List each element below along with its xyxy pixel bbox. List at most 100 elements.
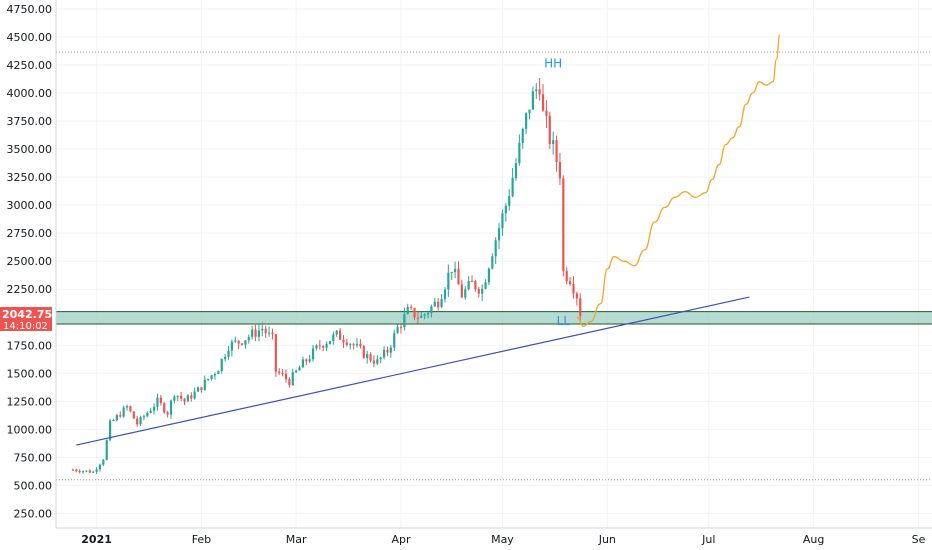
candle-body (420, 315, 423, 318)
candle-body (213, 373, 217, 376)
candle-body (291, 372, 294, 386)
candle-body (196, 387, 200, 392)
y-tick-label: 3000.00 (7, 199, 53, 212)
candle-body (521, 128, 524, 143)
candle-body (558, 162, 562, 179)
candle-body (278, 371, 281, 374)
candle-body (457, 268, 460, 285)
candle-body (399, 327, 403, 329)
candle-body (497, 228, 501, 241)
candle-body (410, 306, 413, 309)
candle-body (514, 163, 518, 178)
candle-body (528, 109, 531, 114)
candle-body (122, 407, 125, 417)
candle-body (491, 256, 494, 269)
candle-body (298, 367, 301, 371)
y-tick-label: 4250.00 (7, 59, 53, 72)
projection-curve[interactable] (576, 34, 781, 327)
candle-body (416, 317, 419, 319)
y-tick-label: 3750.00 (7, 115, 53, 128)
candle-body (467, 280, 470, 290)
price-label: 2042.75 14:10:02 (0, 307, 52, 332)
candle-body (535, 89, 538, 92)
candle-body (311, 348, 315, 360)
candle-body (342, 339, 345, 343)
candle-body (203, 379, 206, 391)
candle-body (105, 440, 108, 460)
candles (71, 78, 582, 474)
candle-body (102, 459, 105, 465)
candle-body (132, 411, 135, 419)
y-tick-label: 1250.00 (7, 395, 53, 408)
candle-body (230, 341, 233, 351)
y-tick-label: 2500.00 (7, 255, 53, 268)
candle-body (332, 334, 335, 342)
candle-body (464, 289, 467, 298)
candle-body (115, 415, 118, 421)
candle-body (382, 349, 386, 358)
candle-body (579, 298, 582, 317)
candle-body (308, 359, 311, 362)
candle-body (274, 334, 277, 372)
candle-body (129, 406, 132, 412)
candle-body (136, 418, 139, 425)
candle-body (193, 391, 196, 399)
candle-body (352, 344, 355, 346)
candle-body (207, 378, 210, 380)
candle-body (470, 280, 474, 282)
trendline-line[interactable] (76, 296, 750, 446)
candle-body (359, 343, 362, 347)
candle-body (295, 370, 298, 373)
candle-body (541, 94, 545, 111)
candle-body (504, 205, 507, 214)
candle-body (169, 400, 173, 415)
price-label-background (0, 307, 52, 331)
x-tick-label: Aug (803, 533, 824, 546)
y-tick-label: 2250.00 (7, 283, 53, 296)
candle-body (92, 471, 95, 473)
candle-body (389, 347, 392, 353)
candle-body (109, 420, 112, 441)
y-tick-label: 1500.00 (7, 367, 53, 380)
candle-body (484, 282, 487, 289)
candle-body (440, 298, 443, 308)
candle-body (112, 420, 115, 422)
candle-body (481, 288, 484, 294)
y-tick-label: 1750.00 (7, 339, 53, 352)
candle-body (386, 349, 389, 353)
candle-body (494, 240, 497, 257)
x-tick-label: Apr (391, 533, 411, 546)
candle-body (146, 412, 149, 417)
candle-body (322, 346, 325, 348)
candle-body (518, 142, 521, 164)
x-tick-label: Jul (701, 533, 715, 546)
candle-body (474, 280, 477, 290)
candle-body (234, 340, 237, 342)
trendline[interactable] (76, 296, 750, 446)
candle-body (430, 306, 433, 313)
projection-path[interactable] (576, 34, 781, 327)
candle-body (443, 289, 447, 299)
candle-body (220, 358, 223, 372)
candle-body (315, 345, 318, 349)
candle-body (538, 89, 541, 95)
y-tick-label: 500.00 (14, 479, 53, 492)
candle-body (227, 350, 230, 357)
candle-body (501, 213, 504, 229)
candle-body (525, 113, 528, 129)
y-tick-label: 3500.00 (7, 143, 53, 156)
candle-body (95, 469, 98, 472)
candle-body (288, 379, 291, 386)
candle-body (575, 293, 578, 299)
candle-body (531, 91, 534, 110)
candle-body (152, 406, 156, 411)
x-tick-label: Feb (192, 533, 211, 546)
candle-body (244, 340, 247, 345)
candle-body (284, 373, 288, 380)
support-zone-fill (56, 311, 932, 324)
annotations: HH LL (544, 56, 570, 328)
candle-body (267, 332, 271, 334)
candle-body (555, 140, 558, 163)
y-tick-label: 3250.00 (7, 171, 53, 184)
